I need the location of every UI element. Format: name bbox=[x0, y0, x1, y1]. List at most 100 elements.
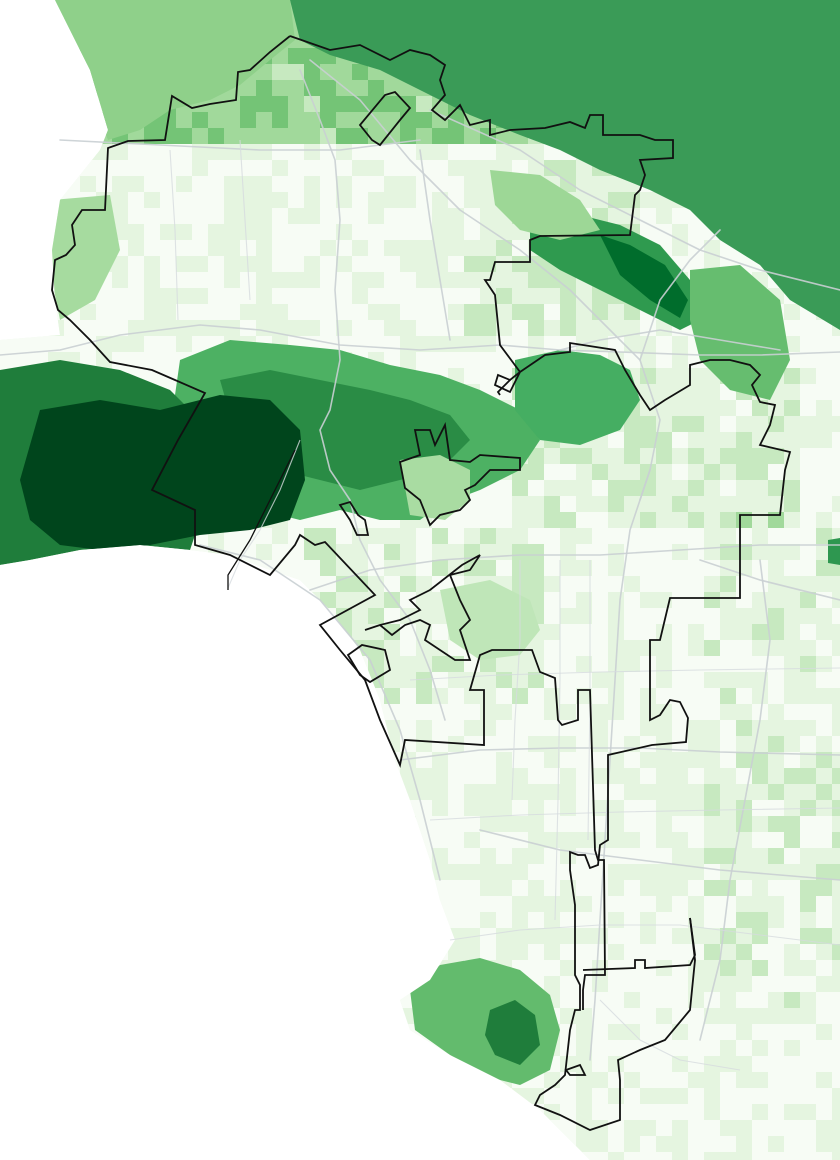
census-tract bbox=[624, 464, 641, 481]
census-tract bbox=[224, 176, 241, 193]
census-tract bbox=[560, 160, 577, 177]
census-tract bbox=[576, 944, 593, 961]
census-tract bbox=[240, 144, 257, 161]
census-tract bbox=[688, 688, 705, 705]
census-tract bbox=[816, 1136, 833, 1153]
census-tract bbox=[480, 720, 497, 737]
census-tract bbox=[752, 656, 769, 673]
census-tract bbox=[512, 896, 529, 913]
census-tract bbox=[656, 464, 673, 481]
census-tract bbox=[336, 528, 353, 545]
census-tract bbox=[768, 608, 785, 625]
census-tract bbox=[624, 560, 641, 577]
census-tract bbox=[672, 560, 689, 577]
census-tract bbox=[496, 896, 513, 913]
census-tract bbox=[464, 288, 481, 305]
census-tract bbox=[784, 432, 801, 449]
census-tract bbox=[240, 224, 257, 241]
census-tract bbox=[752, 816, 769, 833]
census-tract bbox=[416, 560, 433, 577]
census-tract bbox=[672, 992, 689, 1009]
census-tract bbox=[768, 960, 785, 977]
census-tract bbox=[672, 944, 689, 961]
census-tract bbox=[736, 1072, 753, 1089]
census-tract bbox=[272, 144, 289, 161]
census-tract bbox=[528, 560, 545, 577]
census-tract bbox=[784, 1136, 801, 1153]
census-tract bbox=[352, 576, 369, 593]
census-tract bbox=[576, 496, 593, 513]
census-tract bbox=[784, 416, 801, 433]
census-tract bbox=[432, 800, 449, 817]
census-tract bbox=[832, 944, 840, 961]
census-tract bbox=[336, 592, 353, 609]
census-tract bbox=[432, 656, 449, 673]
census-tract bbox=[384, 320, 401, 337]
census-tract bbox=[96, 288, 113, 305]
census-tract bbox=[672, 416, 689, 433]
census-tract bbox=[624, 528, 641, 545]
census-tract bbox=[768, 480, 785, 497]
census-tract bbox=[512, 720, 529, 737]
census-tract bbox=[480, 192, 497, 209]
census-tract bbox=[672, 544, 689, 561]
census-tract bbox=[768, 928, 785, 945]
census-tract bbox=[128, 208, 145, 225]
census-tract bbox=[672, 864, 689, 881]
census-tract bbox=[624, 896, 641, 913]
census-tract bbox=[112, 160, 129, 177]
census-tract bbox=[400, 560, 417, 577]
census-tract bbox=[208, 224, 225, 241]
census-tract bbox=[512, 144, 529, 161]
census-tract bbox=[544, 784, 561, 801]
census-tract bbox=[816, 592, 833, 609]
census-tract bbox=[640, 1056, 657, 1073]
census-tract bbox=[512, 928, 529, 945]
census-tract bbox=[640, 624, 657, 641]
census-tract bbox=[608, 1120, 625, 1137]
census-tract bbox=[336, 240, 353, 257]
census-tract bbox=[320, 512, 337, 529]
census-tract bbox=[256, 192, 273, 209]
census-tract bbox=[432, 848, 449, 865]
census-tract bbox=[160, 304, 177, 321]
far-east-edge-patch bbox=[828, 538, 840, 565]
census-tract bbox=[464, 560, 481, 577]
census-tract bbox=[400, 656, 417, 673]
census-tract bbox=[448, 912, 465, 929]
census-tract bbox=[304, 144, 321, 161]
census-tract bbox=[736, 928, 753, 945]
census-tract bbox=[560, 992, 577, 1009]
census-tract bbox=[608, 1152, 625, 1160]
census-tract bbox=[480, 880, 497, 897]
census-tract bbox=[704, 1072, 721, 1089]
census-tract bbox=[528, 960, 545, 977]
census-tract bbox=[768, 544, 785, 561]
census-tract bbox=[592, 720, 609, 737]
census-tract bbox=[240, 528, 257, 545]
census-tract bbox=[512, 752, 529, 769]
census-tract bbox=[592, 1072, 609, 1089]
census-tract bbox=[304, 320, 321, 337]
census-tract bbox=[496, 240, 513, 257]
census-tract bbox=[528, 544, 545, 561]
census-tract bbox=[576, 880, 593, 897]
census-tract bbox=[528, 336, 545, 353]
census-tract bbox=[720, 480, 737, 497]
census-tract bbox=[688, 880, 705, 897]
census-tract bbox=[576, 480, 593, 497]
census-tract bbox=[784, 560, 801, 577]
census-tract bbox=[800, 944, 817, 961]
census-tract bbox=[704, 768, 721, 785]
census-tract bbox=[624, 768, 641, 785]
census-tract bbox=[320, 240, 337, 257]
census-tract bbox=[288, 320, 305, 337]
census-tract bbox=[64, 336, 81, 353]
griffith-border-segment bbox=[496, 379, 511, 396]
census-tract bbox=[816, 672, 833, 689]
census-tract bbox=[368, 288, 385, 305]
census-tract bbox=[800, 688, 817, 705]
census-tract bbox=[800, 416, 817, 433]
